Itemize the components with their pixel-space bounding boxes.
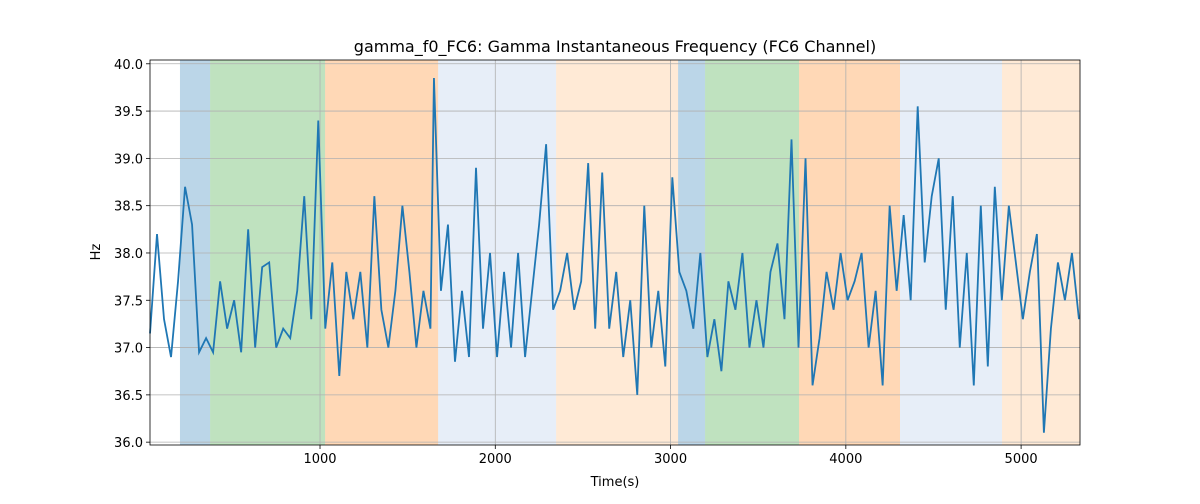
x-tick-label: 5000 [1005, 452, 1038, 467]
shaded-span [705, 60, 800, 445]
shaded-span [899, 60, 1003, 445]
shaded-span [438, 60, 557, 445]
y-tick-label: 36.0 [114, 436, 143, 451]
x-tick-label: 1000 [303, 452, 336, 467]
x-tick-label: 4000 [829, 452, 862, 467]
chart-title: gamma_f0_FC6: Gamma Instantaneous Freque… [354, 37, 876, 57]
shaded-span [210, 60, 326, 445]
y-tick-label: 38.0 [114, 247, 143, 262]
x-tick-label: 2000 [479, 452, 512, 467]
y-tick-label: 37.0 [114, 342, 143, 357]
plot-frame [149, 59, 1081, 446]
data-line [149, 77, 1080, 433]
y-tick-label: 38.5 [114, 200, 143, 215]
shaded-span [179, 60, 211, 445]
shaded-span [1002, 60, 1080, 445]
x-tick-label: 3000 [654, 452, 687, 467]
shaded-span [325, 60, 439, 445]
shaded-span [678, 60, 706, 445]
y-tick-label: 37.5 [114, 294, 143, 309]
y-tick-label: 39.5 [114, 105, 143, 120]
y-tick-label: 39.0 [114, 152, 143, 167]
y-tick-label: 40.0 [114, 58, 143, 73]
shaded-span [799, 60, 900, 445]
y-tick-label: 36.5 [114, 389, 143, 404]
y-axis-label: Hz [89, 244, 104, 261]
x-axis-label: Time(s) [590, 475, 640, 490]
shaded-span [556, 60, 679, 445]
